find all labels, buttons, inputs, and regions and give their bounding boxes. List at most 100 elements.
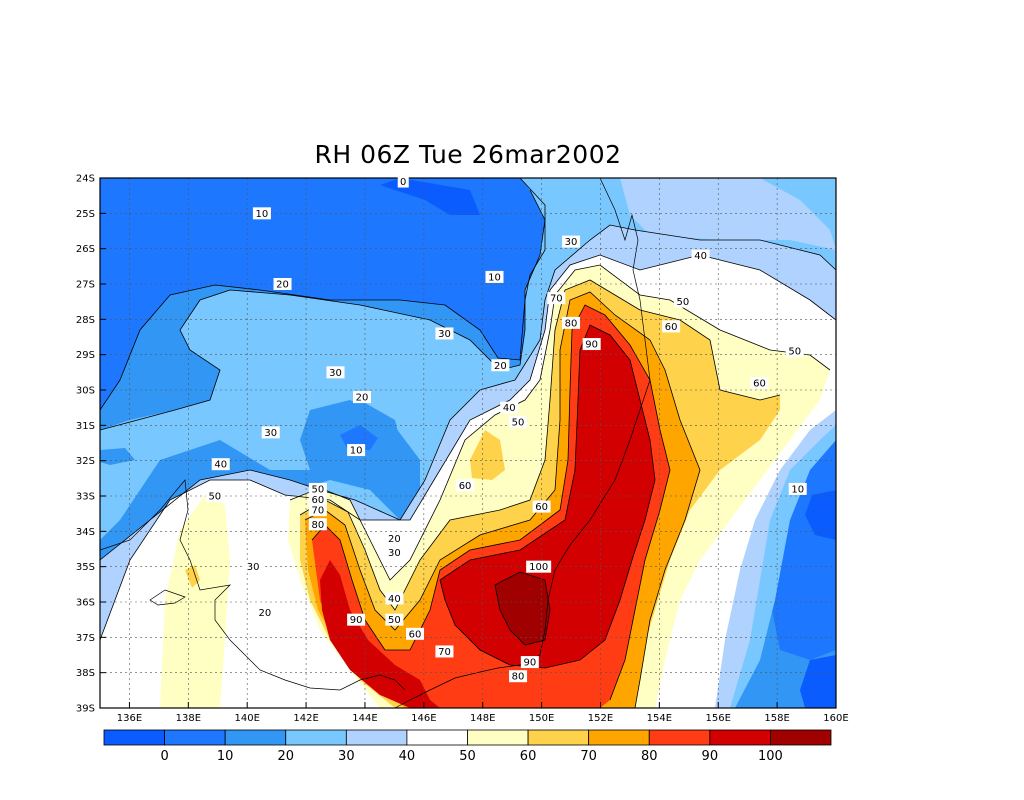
tick-label-lat: 30S xyxy=(76,386,95,397)
contour-label-bg xyxy=(435,327,454,340)
contour-label: 10 xyxy=(488,272,501,283)
rh-fill-50-60 xyxy=(160,495,230,708)
plot-frame xyxy=(99,177,837,709)
contour-label: 20 xyxy=(276,280,289,291)
contour-label-bg xyxy=(435,645,454,658)
tick-label-lat: 25S xyxy=(76,209,95,220)
contour-label-bg xyxy=(456,479,475,492)
contour-label-bg xyxy=(385,592,404,605)
contour-label-bg xyxy=(385,546,404,559)
contour-label-bg xyxy=(385,613,404,626)
contour-line-30 xyxy=(100,224,836,561)
rh-fill-0-10 xyxy=(100,178,545,410)
contour-line-50 xyxy=(289,264,831,581)
contour-label-bg xyxy=(308,482,327,495)
contour-label-bg xyxy=(788,482,807,495)
contour-label-bg xyxy=(750,376,769,389)
tick-label-lon: 140E xyxy=(234,713,259,724)
contour-label: 60 xyxy=(753,378,766,389)
contour-label: 20 xyxy=(388,534,401,545)
contour-line-70 xyxy=(304,291,701,708)
colorbar-swatch xyxy=(588,729,650,746)
colorbar-swatch xyxy=(648,729,711,746)
lat-lon-grid xyxy=(100,178,836,708)
tick-label-lat: 37S xyxy=(76,633,95,644)
tick-label-lon: 146E xyxy=(411,713,436,724)
contour-label: 90 xyxy=(585,340,598,351)
rh-fill-90-100 xyxy=(320,560,440,708)
contour-label: 30 xyxy=(565,237,578,248)
tick-label-lat: 39S xyxy=(76,704,95,715)
contour-label-bg xyxy=(205,490,224,502)
tick-label-lat: 33S xyxy=(76,492,95,503)
rh-fill-below-0-right-2 xyxy=(800,655,836,708)
coastline xyxy=(100,178,651,708)
contour-label-bg xyxy=(532,500,551,513)
contour-labels: 0102010304030507060809020305060204050301… xyxy=(205,175,807,683)
contour-label-bg xyxy=(673,295,692,308)
contour-label: 30 xyxy=(329,368,342,379)
contour-line-100 xyxy=(494,571,551,646)
contour-label-bg xyxy=(582,338,601,351)
tick-label-lat: 27S xyxy=(76,280,95,291)
tick-label-lat: 36S xyxy=(76,598,95,609)
contour-label-bg xyxy=(244,560,263,573)
tick-label-lat: 32S xyxy=(76,456,95,467)
contour-label: 60 xyxy=(535,502,548,513)
contour-label-bg xyxy=(273,278,292,290)
contour-label: 10 xyxy=(791,484,804,495)
colorbar-swatch xyxy=(406,729,468,746)
rh-fill-below-0-right xyxy=(805,490,836,540)
contour-label: 40 xyxy=(503,403,516,414)
contour-lines xyxy=(100,178,836,708)
contour-label: 20 xyxy=(494,361,507,372)
colorbar-swatch xyxy=(224,729,287,746)
map-title: RH 06Z Tue 26mar2002 xyxy=(314,140,622,169)
colorbar-label: 60 xyxy=(520,749,537,764)
contour-label-bg xyxy=(308,493,327,506)
contour-label-bg xyxy=(662,320,681,333)
tick-label-lon: 158E xyxy=(764,713,789,724)
contour-label: 70 xyxy=(311,506,324,517)
colorbar: 0 10 20 30 40 50 60 70 80 90 100 xyxy=(103,729,832,764)
colorbar-label: 10 xyxy=(217,749,234,764)
contour-label: 60 xyxy=(409,629,422,640)
rh-fill-90-100-main xyxy=(440,325,655,668)
tick-label-lat: 24S xyxy=(76,174,95,185)
contour-label: 50 xyxy=(208,492,221,503)
contour-line-90 xyxy=(439,324,656,669)
contour-label-bg xyxy=(691,249,710,262)
contour-label: 70 xyxy=(438,647,451,658)
colorbar-swatch xyxy=(164,729,226,746)
contour-label: 20 xyxy=(356,393,369,404)
tick-label-lat: 38S xyxy=(76,668,95,679)
tick-label-lat: 28S xyxy=(76,315,95,326)
contour-label: 20 xyxy=(258,608,271,619)
colorbar-label: 30 xyxy=(338,749,355,764)
colorbar-label: 90 xyxy=(702,749,719,764)
tick-label-lon: 154E xyxy=(647,713,672,724)
tick-label-lon: 136E xyxy=(117,713,142,724)
rh-fill-60-70-blob xyxy=(470,430,505,480)
contour-label-bg xyxy=(326,366,345,379)
colorbar-label: 20 xyxy=(277,749,294,764)
contour-label: 80 xyxy=(565,318,578,329)
colorbar-swatch xyxy=(709,729,771,746)
contour-label-bg xyxy=(520,656,539,669)
contour-label: 50 xyxy=(512,417,525,428)
contour-label-bg xyxy=(485,270,504,283)
contour-label: 60 xyxy=(311,495,324,506)
contour-label-bg xyxy=(385,532,404,545)
gulf-coastline xyxy=(100,479,406,691)
tick-label-lat: 29S xyxy=(76,350,95,361)
contour-label-bg xyxy=(308,504,327,517)
rh-fill-60-70-small xyxy=(185,565,200,588)
tick-label-lon: 148E xyxy=(470,713,495,724)
contour-line-20 xyxy=(100,189,546,431)
rh-fill-0-blob xyxy=(340,425,378,450)
colorbar-swatch xyxy=(770,729,832,746)
shaded-rh-fields xyxy=(100,178,836,708)
contour-label-bg xyxy=(252,207,271,220)
contour-label-bg xyxy=(526,560,552,573)
contour-label: 10 xyxy=(350,446,363,457)
